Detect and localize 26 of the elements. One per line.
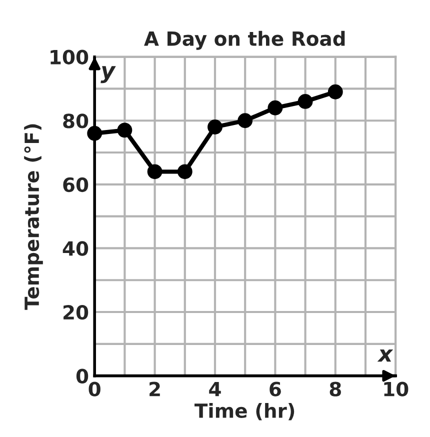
y-tick-label: 40 [62,241,88,256]
point [117,122,132,138]
chart-title: A Day on the Road [144,30,345,50]
y-tick-label: 20 [64,304,88,320]
annotation: x [377,349,394,362]
point [177,164,192,180]
x-tick-label: 4 [209,382,221,396]
point [208,120,222,134]
point [87,126,102,141]
x-tick-label: 8 [330,382,341,396]
x-tick-label: 0 [88,382,100,396]
y-tick-label: 0 [76,368,88,384]
point [328,84,343,100]
x-tick-label: 6 [270,382,281,396]
point [147,164,162,180]
x-tick-label: 10 [384,382,408,396]
annotation: y [100,66,116,84]
y-tick-label: 100 [50,50,88,64]
y-axis-title: Temperature (°F) [24,124,43,310]
y-tick-label: 80 [63,114,88,128]
y-tick-label: 60 [63,177,88,192]
point [238,113,253,128]
point [298,94,313,109]
point [268,100,283,116]
x-axis-title: Time (hr) [194,402,294,420]
x-tick-label: 2 [150,382,160,396]
